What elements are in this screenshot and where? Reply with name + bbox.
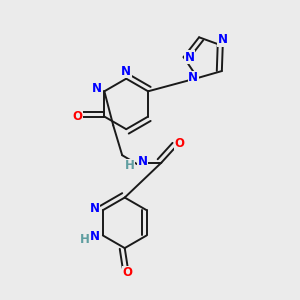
- Text: N: N: [184, 51, 194, 64]
- Text: O: O: [174, 137, 184, 150]
- Text: N: N: [121, 65, 131, 78]
- Text: N: N: [89, 202, 100, 215]
- Text: H: H: [125, 159, 134, 172]
- Text: H: H: [80, 233, 90, 246]
- Text: N: N: [89, 230, 100, 243]
- Text: N: N: [92, 82, 102, 95]
- Text: O: O: [72, 110, 82, 123]
- Text: O: O: [123, 266, 133, 279]
- Text: N: N: [218, 33, 228, 46]
- Text: N: N: [137, 155, 147, 168]
- Text: N: N: [188, 71, 198, 85]
